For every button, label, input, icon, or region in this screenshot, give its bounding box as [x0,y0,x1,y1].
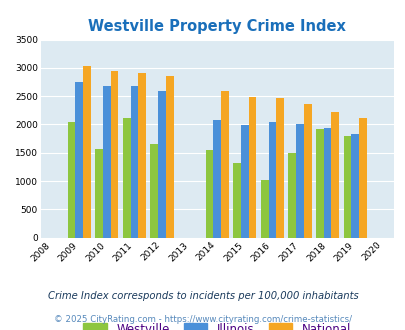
Bar [83,66,91,238]
Bar [275,98,283,238]
Bar [150,144,158,238]
Bar [268,122,275,238]
Bar [158,90,166,238]
Bar [130,86,138,238]
Bar [330,112,338,238]
Text: © 2025 CityRating.com - https://www.cityrating.com/crime-statistics/: © 2025 CityRating.com - https://www.city… [54,315,351,324]
Bar [343,136,350,238]
Bar [138,73,146,238]
Bar [260,180,268,238]
Bar [240,125,248,238]
Bar [103,86,111,238]
Bar [166,76,173,238]
Bar [288,153,295,238]
Bar [213,120,221,238]
Bar [248,97,256,238]
Bar [75,82,83,238]
Bar [68,122,75,238]
Bar [358,118,366,238]
Bar [123,118,130,238]
Bar [295,124,303,238]
Bar [315,129,323,238]
Text: Crime Index corresponds to incidents per 100,000 inhabitants: Crime Index corresponds to incidents per… [47,291,358,301]
Legend: Westville, Illinois, National: Westville, Illinois, National [78,319,355,330]
Bar [303,104,311,238]
Bar [232,163,240,238]
Bar [205,150,213,238]
Title: Westville Property Crime Index: Westville Property Crime Index [88,19,345,34]
Bar [95,148,103,238]
Bar [111,71,118,238]
Bar [323,128,330,238]
Bar [350,134,358,238]
Bar [221,91,228,238]
